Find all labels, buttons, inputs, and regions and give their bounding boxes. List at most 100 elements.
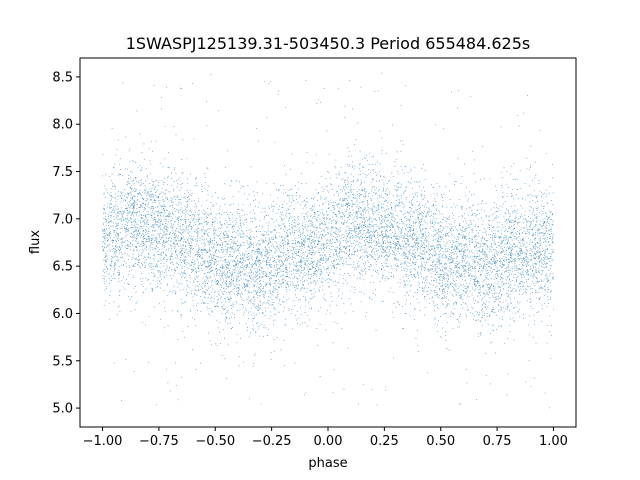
- data-point: [365, 261, 367, 263]
- data-point: [228, 271, 230, 273]
- data-point: [307, 274, 309, 276]
- data-point: [535, 161, 537, 163]
- data-point: [230, 204, 232, 205]
- data-point: [366, 225, 368, 227]
- data-point: [426, 291, 428, 293]
- data-point: [493, 259, 495, 261]
- data-point: [147, 236, 149, 237]
- data-point: [164, 182, 166, 183]
- data-point: [400, 266, 402, 268]
- data-point: [133, 208, 135, 210]
- data-point: [211, 311, 213, 313]
- data-point: [210, 237, 212, 239]
- data-point: [321, 260, 323, 262]
- data-point: [266, 260, 268, 262]
- data-point: [359, 225, 361, 227]
- data-point: [206, 199, 208, 201]
- data-point: [485, 203, 487, 205]
- data-point: [305, 300, 307, 301]
- data-point: [496, 274, 498, 276]
- data-point: [371, 195, 373, 197]
- data-point: [154, 216, 156, 218]
- data-point: [211, 281, 212, 283]
- data-point: [348, 231, 350, 233]
- data-point: [334, 214, 336, 216]
- data-point: [529, 220, 530, 222]
- data-point: [520, 216, 522, 218]
- data-point: [526, 229, 528, 230]
- data-point: [193, 225, 195, 226]
- data-point: [144, 266, 146, 268]
- data-point: [311, 248, 313, 250]
- data-point: [232, 272, 234, 274]
- data-point: [174, 232, 176, 234]
- data-point: [362, 224, 364, 226]
- data-point: [421, 238, 423, 240]
- data-point: [109, 206, 110, 208]
- data-point: [531, 308, 533, 309]
- data-point: [370, 209, 372, 211]
- data-point: [453, 272, 455, 274]
- data-point: [128, 182, 129, 184]
- data-point: [185, 256, 187, 258]
- data-point: [482, 220, 484, 222]
- data-point: [306, 207, 307, 209]
- data-point: [336, 250, 337, 252]
- data-point: [400, 105, 402, 106]
- data-point: [141, 215, 143, 216]
- data-point: [165, 196, 167, 198]
- data-point: [380, 175, 381, 177]
- data-point: [130, 217, 131, 219]
- data-point: [409, 207, 411, 208]
- data-point: [400, 228, 402, 230]
- data-point: [228, 215, 230, 217]
- data-point: [471, 252, 473, 254]
- data-point: [533, 258, 535, 259]
- data-point: [437, 294, 438, 295]
- data-point: [237, 213, 239, 215]
- data-point: [358, 266, 360, 268]
- data-point: [366, 241, 368, 243]
- data-point: [308, 271, 309, 273]
- data-point: [342, 283, 344, 284]
- data-point: [149, 263, 151, 265]
- data-point: [166, 184, 168, 186]
- data-point: [500, 310, 502, 311]
- data-point: [203, 242, 205, 243]
- data-point: [240, 261, 241, 263]
- data-point: [134, 205, 135, 207]
- data-point: [414, 167, 415, 169]
- data-point: [546, 153, 548, 155]
- data-point: [170, 213, 171, 215]
- data-point: [287, 250, 289, 252]
- data-point: [383, 242, 384, 243]
- data-point: [352, 235, 354, 236]
- data-point: [195, 325, 196, 327]
- data-point: [304, 280, 305, 282]
- data-point: [274, 319, 276, 321]
- data-point: [312, 232, 313, 234]
- data-point: [452, 304, 454, 306]
- data-point: [220, 275, 222, 276]
- data-point: [287, 283, 289, 285]
- data-point: [404, 172, 405, 174]
- data-point: [392, 232, 394, 233]
- data-point: [257, 261, 259, 263]
- data-point: [118, 191, 119, 192]
- data-point: [369, 269, 371, 271]
- data-point: [523, 292, 524, 294]
- data-point: [553, 308, 554, 310]
- data-point: [454, 266, 456, 268]
- data-point: [328, 204, 330, 206]
- data-point: [410, 229, 412, 231]
- data-point: [360, 273, 362, 275]
- data-point: [145, 188, 147, 190]
- data-point: [490, 342, 492, 344]
- data-point: [216, 345, 218, 346]
- data-point: [338, 290, 340, 292]
- data-point: [323, 266, 324, 268]
- data-point: [358, 260, 360, 262]
- data-point: [110, 250, 111, 252]
- data-point: [503, 167, 505, 169]
- data-point: [527, 195, 529, 196]
